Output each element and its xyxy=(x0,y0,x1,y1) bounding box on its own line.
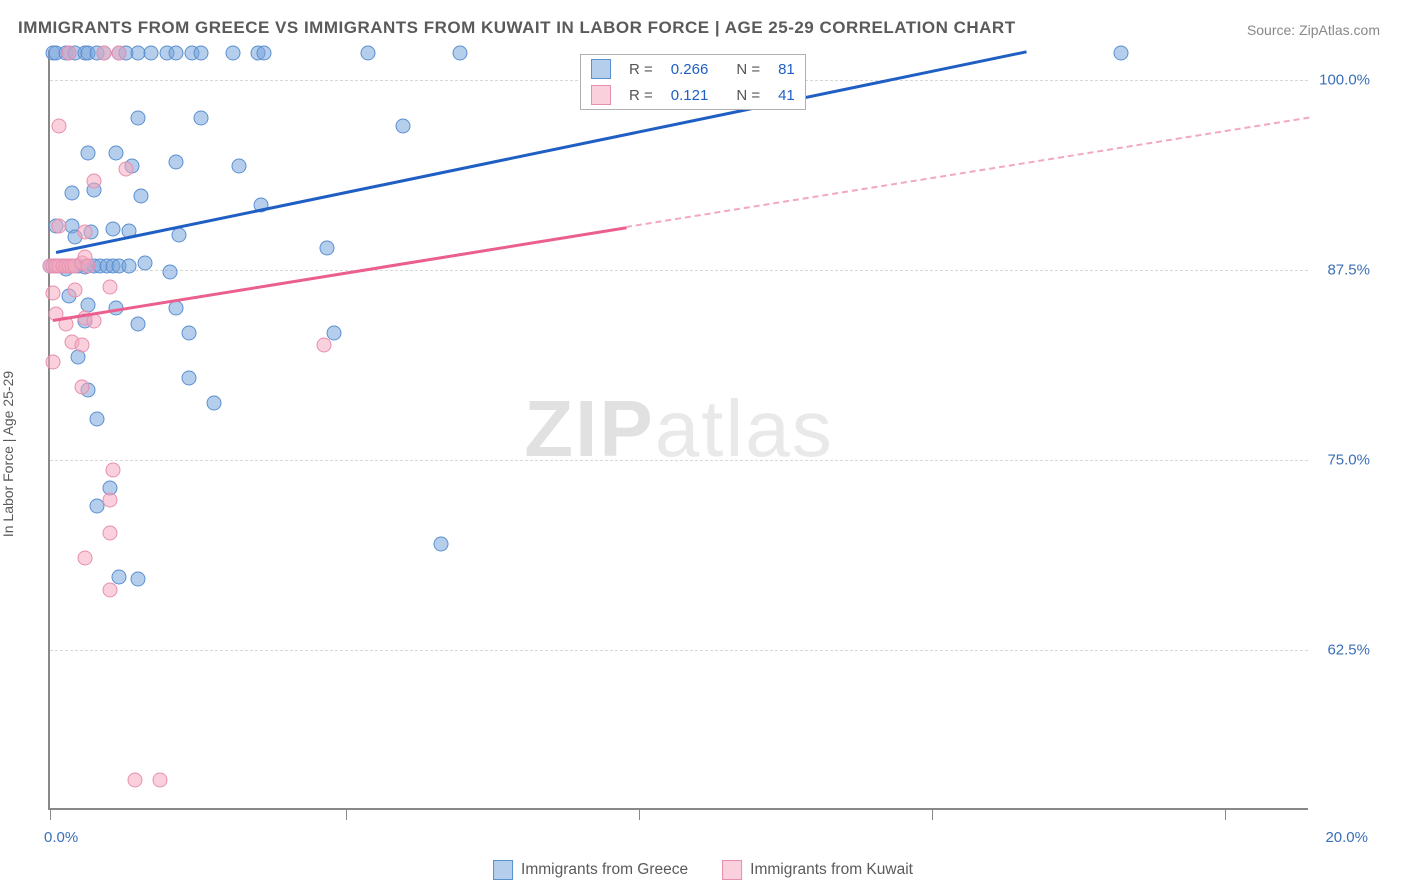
scatter-point xyxy=(153,772,168,787)
scatter-point xyxy=(77,550,92,565)
x-tick xyxy=(639,808,640,820)
scatter-point xyxy=(169,301,184,316)
scatter-point xyxy=(172,228,187,243)
scatter-point xyxy=(106,462,121,477)
x-tick-label-left: 0.0% xyxy=(44,829,78,846)
scatter-point xyxy=(118,161,133,176)
legend-swatch xyxy=(493,860,513,880)
plot-area: ZIPatlas 62.5%75.0%87.5%100.0%0.0%20.0%R… xyxy=(48,50,1308,810)
scatter-point xyxy=(46,286,61,301)
scatter-point xyxy=(80,146,95,161)
legend-item: Immigrants from Kuwait xyxy=(722,860,913,880)
scatter-point xyxy=(137,255,152,270)
legend-n-value: 41 xyxy=(770,83,803,107)
scatter-point xyxy=(169,155,184,170)
scatter-point xyxy=(102,582,117,597)
scatter-point xyxy=(194,111,209,126)
scatter-point xyxy=(162,264,177,279)
scatter-point xyxy=(257,46,272,61)
scatter-point xyxy=(106,222,121,237)
scatter-point xyxy=(194,46,209,61)
legend-stats: R =0.266N =81 R =0.121N =41 xyxy=(580,54,806,110)
scatter-point xyxy=(102,280,117,295)
scatter-point xyxy=(128,772,143,787)
trend-line xyxy=(53,226,627,321)
y-tick-label: 62.5% xyxy=(1327,642,1370,659)
scatter-point xyxy=(1114,46,1129,61)
scatter-point xyxy=(131,571,146,586)
scatter-point xyxy=(361,46,376,61)
legend-r-label: R = xyxy=(621,83,661,107)
scatter-point xyxy=(181,371,196,386)
gridline-horizontal xyxy=(50,650,1308,651)
scatter-point xyxy=(121,258,136,273)
y-tick-label: 75.0% xyxy=(1327,452,1370,469)
scatter-point xyxy=(87,173,102,188)
x-tick xyxy=(1225,808,1226,820)
legend-label: Immigrants from Kuwait xyxy=(750,861,913,879)
scatter-point xyxy=(181,325,196,340)
scatter-point xyxy=(112,46,127,61)
scatter-point xyxy=(96,46,111,61)
scatter-point xyxy=(143,46,158,61)
source-link[interactable]: ZipAtlas.com xyxy=(1299,22,1380,38)
scatter-point xyxy=(65,185,80,200)
scatter-point xyxy=(90,412,105,427)
legend-swatch xyxy=(591,59,611,79)
scatter-point xyxy=(452,46,467,61)
x-tick xyxy=(50,808,51,820)
scatter-point xyxy=(131,316,146,331)
legend-swatch xyxy=(722,860,742,880)
legend-n-value: 81 xyxy=(770,57,803,81)
legend-n-label: N = xyxy=(718,83,768,107)
chart-title: IMMIGRANTS FROM GREECE VS IMMIGRANTS FRO… xyxy=(18,18,1016,38)
scatter-point xyxy=(206,395,221,410)
x-tick-label-right: 20.0% xyxy=(1325,829,1368,846)
scatter-point xyxy=(52,119,67,134)
scatter-point xyxy=(395,119,410,134)
y-tick-label: 100.0% xyxy=(1319,72,1370,89)
gridline-horizontal xyxy=(50,270,1308,271)
legend-label: Immigrants from Greece xyxy=(521,861,688,879)
legend-n-label: N = xyxy=(718,57,768,81)
scatter-point xyxy=(80,258,95,273)
scatter-point xyxy=(169,46,184,61)
scatter-point xyxy=(225,46,240,61)
scatter-point xyxy=(102,526,117,541)
scatter-point xyxy=(134,188,149,203)
trend-line xyxy=(626,117,1310,228)
scatter-point xyxy=(77,225,92,240)
y-axis-label: In Labor Force | Age 25-29 xyxy=(0,371,16,537)
scatter-point xyxy=(232,158,247,173)
legend-r-value: 0.121 xyxy=(663,83,717,107)
scatter-point xyxy=(74,337,89,352)
legend-item: Immigrants from Greece xyxy=(493,860,688,880)
scatter-point xyxy=(52,219,67,234)
scatter-point xyxy=(102,492,117,507)
source-credit: Source: ZipAtlas.com xyxy=(1247,22,1380,38)
scatter-point xyxy=(74,380,89,395)
scatter-point xyxy=(61,46,76,61)
gridline-horizontal xyxy=(50,460,1308,461)
legend-bottom: Immigrants from Greece Immigrants from Ku… xyxy=(493,860,913,880)
x-tick xyxy=(346,808,347,820)
scatter-point xyxy=(317,337,332,352)
x-tick xyxy=(932,808,933,820)
legend-swatch xyxy=(591,85,611,105)
legend-r-label: R = xyxy=(621,57,661,81)
scatter-point xyxy=(68,283,83,298)
legend-r-value: 0.266 xyxy=(663,57,717,81)
y-tick-label: 87.5% xyxy=(1327,262,1370,279)
scatter-point xyxy=(433,537,448,552)
source-prefix: Source: xyxy=(1247,22,1299,38)
scatter-point xyxy=(131,111,146,126)
scatter-point xyxy=(109,146,124,161)
scatter-point xyxy=(320,240,335,255)
scatter-point xyxy=(46,354,61,369)
